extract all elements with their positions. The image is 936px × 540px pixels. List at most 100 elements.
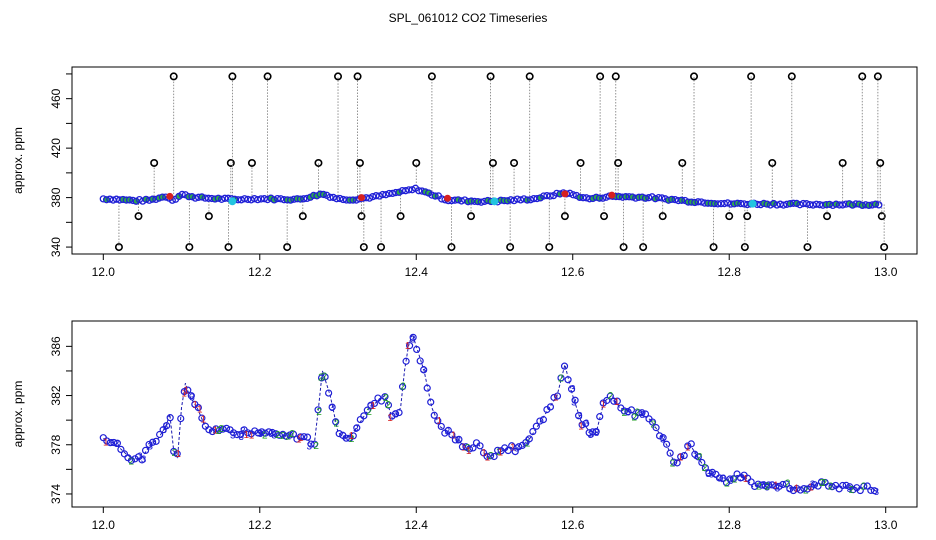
series-point: [451, 436, 459, 444]
series-point: [409, 333, 417, 341]
top-x-tick-label: 12.6: [561, 265, 585, 279]
series-digit-marker: 3: [268, 429, 274, 440]
bottom-y-tick-label: 378: [49, 434, 63, 454]
series-point: [575, 412, 583, 420]
spike-point: [545, 243, 554, 252]
series-point: [758, 481, 766, 489]
series-point: [398, 383, 407, 391]
spike-point: [226, 158, 235, 167]
baseline-point: [326, 193, 334, 201]
series-point: [296, 433, 305, 441]
series-digit-marker: 2: [313, 441, 319, 452]
spike-point: [611, 72, 620, 81]
series-digit-marker: 2: [318, 373, 324, 384]
spike-point: [525, 72, 534, 81]
series-point: [349, 432, 357, 440]
series-point: [546, 403, 555, 411]
series-digit-marker: 2: [828, 481, 834, 492]
spike-point: [467, 212, 476, 221]
series-digit-marker: 3: [306, 441, 312, 452]
series-digit-marker: 1: [201, 414, 207, 425]
spike-point: [134, 212, 143, 221]
series-digit-marker: 2: [400, 381, 406, 392]
spike-point: [283, 243, 292, 252]
series-point: [856, 486, 864, 495]
spike-point: [678, 158, 687, 167]
series-point: [680, 451, 688, 460]
series-point: [384, 401, 393, 409]
baseline-point: [240, 195, 249, 203]
spike-point: [334, 72, 343, 81]
series-point: [578, 421, 586, 429]
series-point: [824, 482, 833, 490]
series-point: [772, 482, 780, 490]
series-digit-marker: 3: [589, 429, 595, 440]
series-point: [222, 424, 231, 432]
series-point: [342, 434, 350, 442]
top-spike-group: [114, 72, 889, 252]
baseline-point: [273, 194, 282, 203]
series-digit-marker: 3: [728, 476, 734, 487]
series-digit-marker: 2: [289, 429, 295, 440]
series-digit-marker: 2: [465, 443, 471, 454]
series-point: [726, 475, 734, 483]
series-point: [377, 397, 386, 405]
series-point: [775, 482, 783, 490]
series-point: [571, 396, 579, 404]
series-point: [659, 434, 667, 442]
series-point: [786, 485, 794, 493]
series-point: [156, 430, 164, 439]
series-point: [187, 392, 195, 400]
series-point: [261, 429, 269, 437]
series-point: [462, 443, 470, 451]
series-point: [663, 440, 671, 448]
series-digit-marker: 2: [262, 430, 268, 441]
series-digit-marker: 2: [702, 463, 708, 474]
series-point: [789, 486, 797, 495]
series-digit-marker: 2: [275, 430, 281, 441]
series-digit-marker: 2: [697, 452, 703, 463]
series-point: [166, 414, 174, 422]
series-point: [106, 439, 114, 447]
series-point: [747, 478, 755, 486]
spike-point: [690, 72, 699, 81]
series-point: [303, 433, 312, 441]
series-digit-marker: 3: [721, 474, 727, 485]
bottom-x-tick-label: 13.0: [874, 518, 898, 532]
baseline-point: [254, 196, 262, 204]
bottom-series-line: [103, 332, 879, 492]
series-point: [237, 430, 245, 439]
series-point: [163, 422, 171, 430]
series-digit-marker: 3: [161, 425, 167, 436]
series-point: [557, 374, 565, 382]
series-digit-marker: 1: [600, 399, 606, 410]
series-digit-marker: 3: [525, 436, 531, 447]
series-point: [184, 386, 192, 394]
series-point: [469, 444, 477, 452]
series-point: [159, 426, 167, 434]
series-digit-marker: 2: [765, 481, 771, 492]
spike-point: [359, 243, 368, 252]
series-digit-marker: 3: [109, 438, 115, 449]
spike-point: [447, 243, 456, 252]
baseline-point: [812, 200, 821, 208]
series-point: [420, 366, 428, 374]
series-digit-marker: 2: [322, 372, 328, 383]
series-point: [205, 426, 213, 434]
series-point: [715, 474, 724, 482]
series-point: [564, 376, 572, 384]
spike-point: [204, 212, 213, 221]
baseline-point: [546, 192, 554, 200]
series-digit-marker: 1: [213, 425, 219, 436]
baseline-point: [796, 201, 804, 209]
top-x-tick-label: 13.0: [874, 265, 898, 279]
series-point: [332, 418, 340, 426]
series-point: [793, 484, 801, 493]
series-digit-marker: 2: [316, 407, 322, 418]
series-digit-marker: 3: [709, 469, 715, 480]
spike-point: [427, 72, 436, 81]
baseline-point: [378, 190, 387, 199]
series-digit-marker: 2: [861, 482, 867, 493]
spike-point: [576, 158, 585, 167]
baseline-point: [569, 191, 577, 199]
